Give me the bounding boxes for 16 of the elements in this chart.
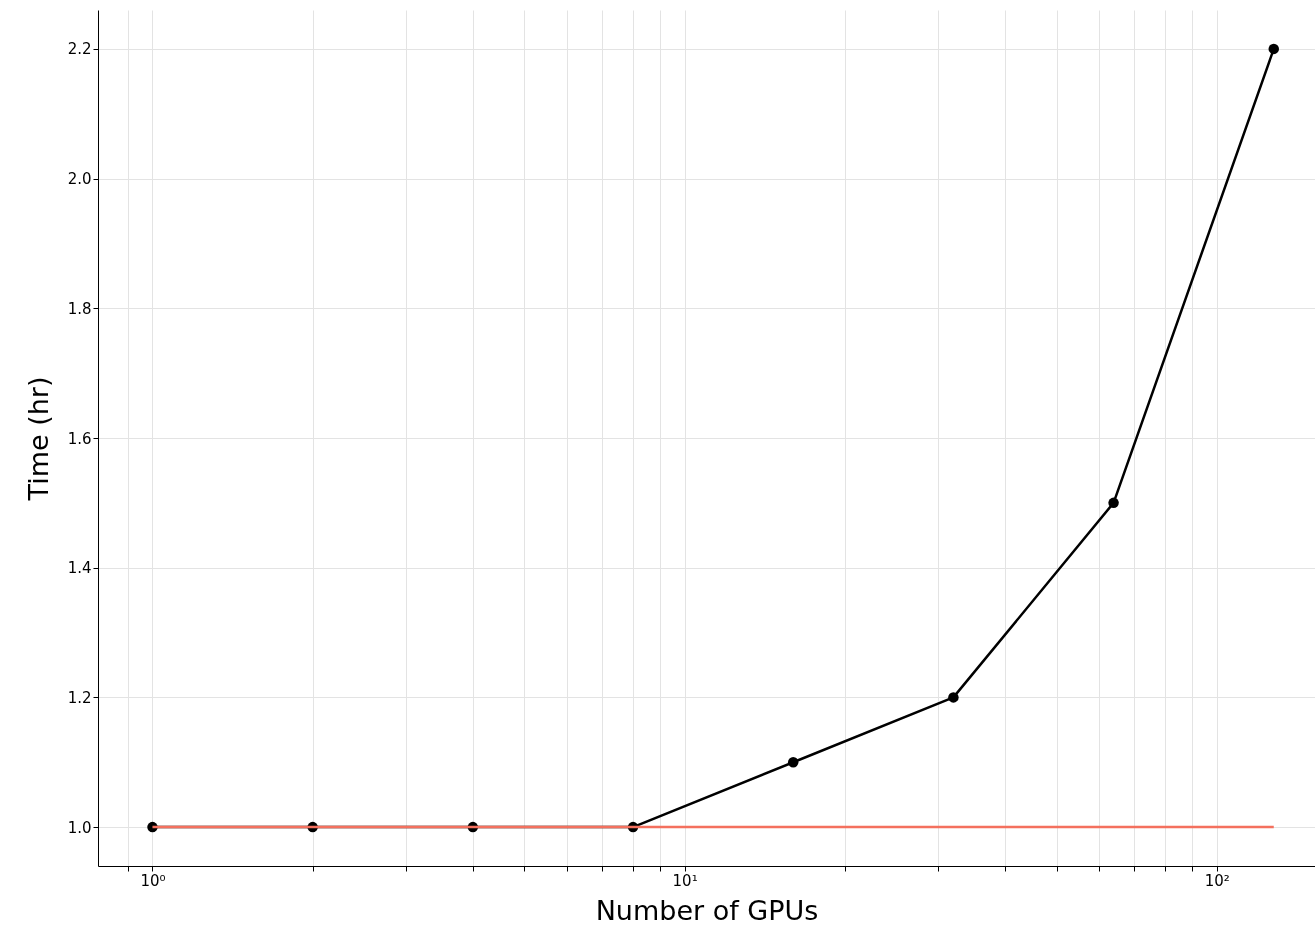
- x-tick-label: 10⁰: [140, 871, 166, 890]
- y-tick-label: 1.2: [67, 688, 92, 707]
- x-tick-label: 10²: [1204, 871, 1230, 890]
- point: [1268, 43, 1280, 55]
- x-axis-title: Number of GPUs: [595, 894, 819, 926]
- x-tick-label: 10¹: [672, 871, 698, 890]
- y-axis-title: Time (hr): [22, 376, 54, 502]
- y-tick-label: 1.0: [67, 818, 92, 837]
- y-tick-label: 1.6: [67, 429, 92, 448]
- y-tick-label: 2.0: [67, 170, 92, 189]
- y-tick-label: 1.4: [67, 559, 92, 578]
- point: [1108, 497, 1119, 509]
- point: [948, 692, 959, 703]
- y-tick-label: 1.8: [67, 299, 92, 318]
- point: [787, 757, 799, 768]
- y-tick-label: 2.2: [67, 40, 92, 59]
